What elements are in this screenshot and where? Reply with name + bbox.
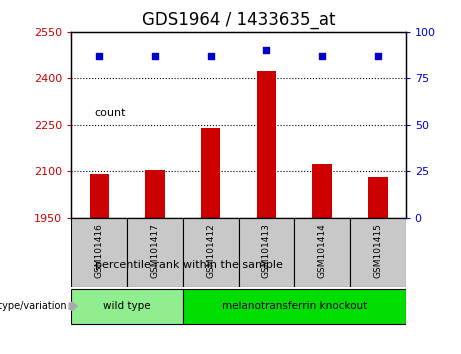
Text: genotype/variation: genotype/variation xyxy=(0,301,67,311)
Point xyxy=(263,47,270,53)
Text: wild type: wild type xyxy=(103,301,151,311)
Bar xyxy=(201,128,220,218)
Bar xyxy=(127,218,183,287)
Bar xyxy=(81,42,91,177)
Text: count: count xyxy=(95,108,126,118)
Text: percentile rank within the sample: percentile rank within the sample xyxy=(95,261,283,270)
Point xyxy=(207,53,214,59)
Bar xyxy=(238,218,294,287)
Bar xyxy=(183,289,406,324)
Text: melanotransferrin knockout: melanotransferrin knockout xyxy=(222,301,367,311)
Point xyxy=(319,53,326,59)
Bar xyxy=(368,177,388,218)
Bar xyxy=(183,218,238,287)
Point xyxy=(95,53,103,59)
Text: GSM101414: GSM101414 xyxy=(318,223,327,278)
Title: GDS1964 / 1433635_at: GDS1964 / 1433635_at xyxy=(142,11,335,29)
Text: GSM101416: GSM101416 xyxy=(95,223,104,278)
Bar xyxy=(71,289,183,324)
Text: GSM101413: GSM101413 xyxy=(262,223,271,278)
Point xyxy=(82,344,89,350)
Text: GSM101417: GSM101417 xyxy=(150,223,160,278)
Point xyxy=(374,53,382,59)
Bar xyxy=(294,218,350,287)
Bar xyxy=(350,218,406,287)
Bar xyxy=(257,70,276,218)
Bar xyxy=(89,174,109,218)
Bar xyxy=(313,164,332,218)
Bar xyxy=(145,170,165,218)
Bar xyxy=(71,218,127,287)
Text: GSM101412: GSM101412 xyxy=(206,223,215,278)
Point xyxy=(151,53,159,59)
Text: GSM101415: GSM101415 xyxy=(373,223,382,278)
